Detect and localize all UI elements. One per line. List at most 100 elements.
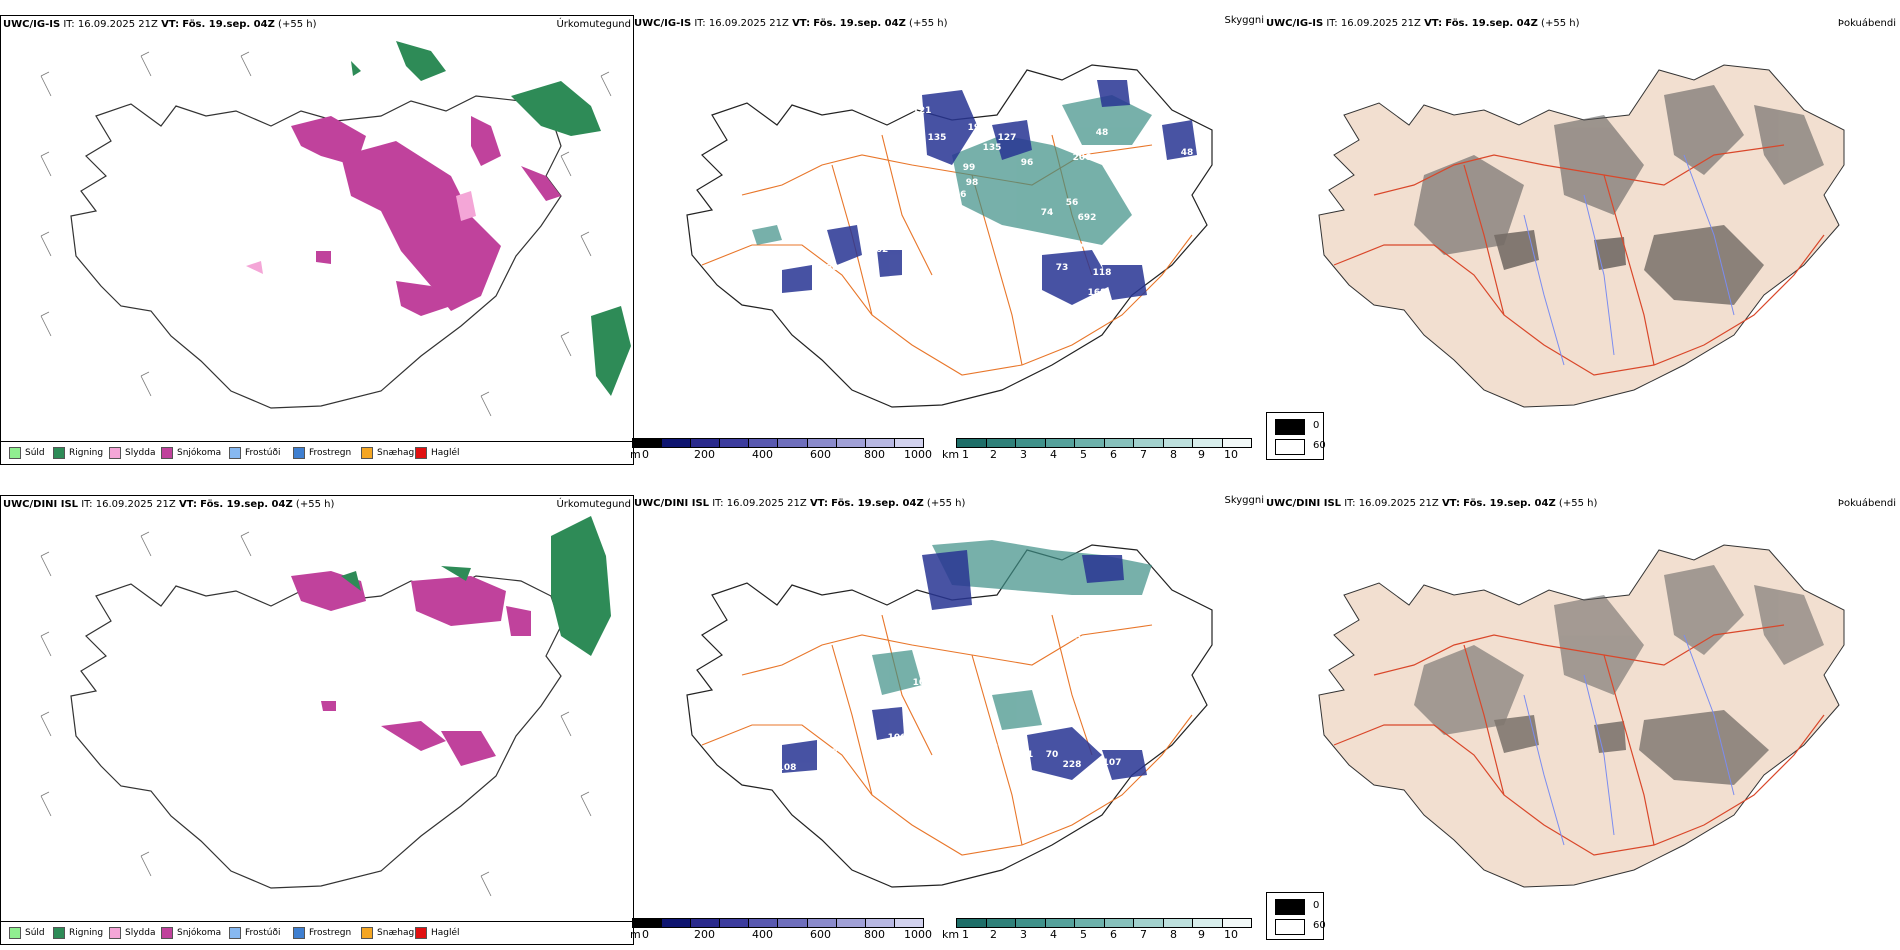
visibility-tick: 6	[1110, 928, 1117, 941]
panel-title: Úrkomutegund	[556, 499, 631, 510]
fog-legend-swatch-high	[1275, 419, 1305, 435]
visibility-value-label: 70	[1046, 750, 1059, 760]
visibility-value-label: 48	[1181, 148, 1194, 158]
ceiling-tick: 800	[864, 448, 885, 461]
fog-legend-swatch-low	[1275, 919, 1305, 935]
legend-item-drizzle: Súld	[9, 447, 45, 459]
visibility-value-label: 67	[826, 748, 839, 758]
fog-legend-label: 60	[1313, 920, 1326, 931]
visibility-value-label: 87	[1036, 298, 1049, 308]
visibility-value-label: 100	[913, 678, 932, 688]
ceiling-tick: 600	[810, 928, 831, 941]
panel-title: Þokuábendi	[1837, 18, 1896, 29]
visibility-tick: 4	[1050, 448, 1057, 461]
visibility-tick: 8	[1170, 448, 1177, 461]
wind-barbs	[40, 51, 612, 417]
iceland-precip-map	[40, 516, 611, 897]
ceiling-colorbar-swatches	[632, 918, 924, 928]
visibility-tick: 10	[1224, 448, 1238, 461]
visibility-value-label: 85	[1001, 253, 1014, 263]
fog-legend: 0 60	[1266, 412, 1326, 460]
row-1: UWC/IG-IS IT: 16.09.2025 21Z VT: Fös. 19…	[0, 0, 1900, 470]
visibility-colorbar: km 1 2 3 4 5 6 7 8 9 10	[942, 918, 1252, 944]
precip-legend: Súld Rigning Slydda Snjókoma Frostúði Fr…	[1, 441, 633, 464]
legend-item-drizzle: Súld	[9, 927, 45, 939]
rivers	[1523, 154, 1735, 366]
legend-item-snow: Snjókoma	[161, 447, 221, 459]
visibility-value-label: 156	[898, 628, 917, 638]
visibility-value-label: 48	[1096, 128, 1109, 138]
visibility-value-label: 692	[1078, 213, 1097, 223]
visibility-tick: 2	[990, 448, 997, 461]
panel-title: Skyggni	[1224, 15, 1264, 26]
visibility-tick: 3	[1020, 928, 1027, 941]
ceiling-tick: 800	[864, 928, 885, 941]
row-2: UWC/DINI ISL IT: 16.09.2025 21Z VT: Fös.…	[0, 480, 1900, 950]
panel-title: Úrkomutegund	[556, 19, 631, 30]
fog-legend-label: 0	[1313, 420, 1320, 431]
visibility-unit: km	[942, 448, 960, 461]
visibility-value-label: 98	[966, 178, 979, 188]
legend-item-hail: Haglél	[415, 927, 460, 939]
visibility-colorbar: km 1 2 3 4 5 6 7 8 9 10	[942, 438, 1252, 464]
visibility-value-label: 213	[913, 208, 932, 218]
visibility-value-label: 118	[1093, 268, 1112, 278]
ceiling-tick: 400	[752, 928, 773, 941]
visibility-value-label: 91	[1021, 750, 1034, 760]
visibility-value-label: 66	[1021, 263, 1034, 273]
iceland-outline	[686, 64, 1213, 408]
legend-item-sleet: Slydda	[109, 447, 155, 459]
visibility-value-label: 197	[968, 123, 987, 133]
legend-item-sleet: Slydda	[109, 927, 155, 939]
visibility-value-label: 575	[1063, 633, 1082, 643]
legend-item-graupel: Snæhagl	[361, 927, 417, 939]
visibility-unit: km	[942, 928, 960, 941]
iceland-precip-map	[40, 41, 631, 417]
visibility-value-label: 107	[1041, 106, 1060, 116]
iceland-fog-map	[1318, 64, 1845, 408]
snow-areas	[291, 571, 531, 766]
visibility-value-label: 43	[1136, 638, 1149, 648]
visibility-tick: 4	[1050, 928, 1057, 941]
sleet-areas	[246, 191, 476, 274]
visibility-tick: 8	[1170, 928, 1177, 941]
wind-barbs	[40, 531, 592, 897]
panel-header: UWC/IG-IS IT: 16.09.2025 21Z VT: Fös. 19…	[3, 19, 317, 30]
visibility-panel: UWC/DINI ISL IT: 16.09.2025 21Z VT: Fös.…	[630, 495, 1264, 944]
visibility-value-label: 168	[1088, 288, 1107, 298]
legend-item-rain: Rigning	[53, 447, 103, 459]
visibility-value-label: 269	[1078, 243, 1097, 253]
visibility-tick: 2	[990, 928, 997, 941]
roads	[1333, 624, 1825, 856]
visibility-colorbar-swatches	[956, 918, 1252, 928]
roads	[1333, 144, 1825, 376]
panel-title: Þokuábendi	[1837, 498, 1896, 509]
visibility-value-label: 121	[913, 106, 932, 116]
visibility-value-label: 73	[1056, 263, 1069, 273]
visibility-value-label: 104	[1073, 603, 1092, 613]
visibility-tick: 3	[1020, 448, 1027, 461]
ceiling-tick: 1000	[904, 928, 932, 941]
snow-areas	[291, 116, 561, 316]
visibility-tick: 7	[1140, 448, 1147, 461]
panel-title: Skyggni	[1224, 495, 1264, 506]
fog-legend: 0 60	[1266, 892, 1326, 940]
panel-header: UWC/DINI ISL IT: 16.09.2025 21Z VT: Fös.…	[1266, 498, 1598, 509]
visibility-value-label: 74	[1041, 208, 1054, 218]
visibility-value-label: 167	[1023, 598, 1042, 608]
visibility-value-label: 109	[903, 120, 922, 130]
ceiling-tick: 400	[752, 448, 773, 461]
ceiling-tick: 200	[694, 448, 715, 461]
fog-index-panel: UWC/IG-IS IT: 16.09.2025 21Z VT: Fös. 19…	[1264, 15, 1900, 463]
visibility-value-label: 133	[980, 78, 999, 88]
visibility-value-label: 62	[876, 245, 889, 255]
iceland-outline	[70, 95, 562, 409]
visibility-tick: 1	[962, 928, 969, 941]
visibility-panel: UWC/IG-IS IT: 16.09.2025 21Z VT: Fös. 19…	[630, 15, 1264, 464]
visibility-value-label: 60	[826, 263, 839, 273]
ceiling-colorbar-swatches	[632, 438, 924, 448]
fog-index-panel: UWC/DINI ISL IT: 16.09.2025 21Z VT: Fös.…	[1264, 495, 1900, 943]
